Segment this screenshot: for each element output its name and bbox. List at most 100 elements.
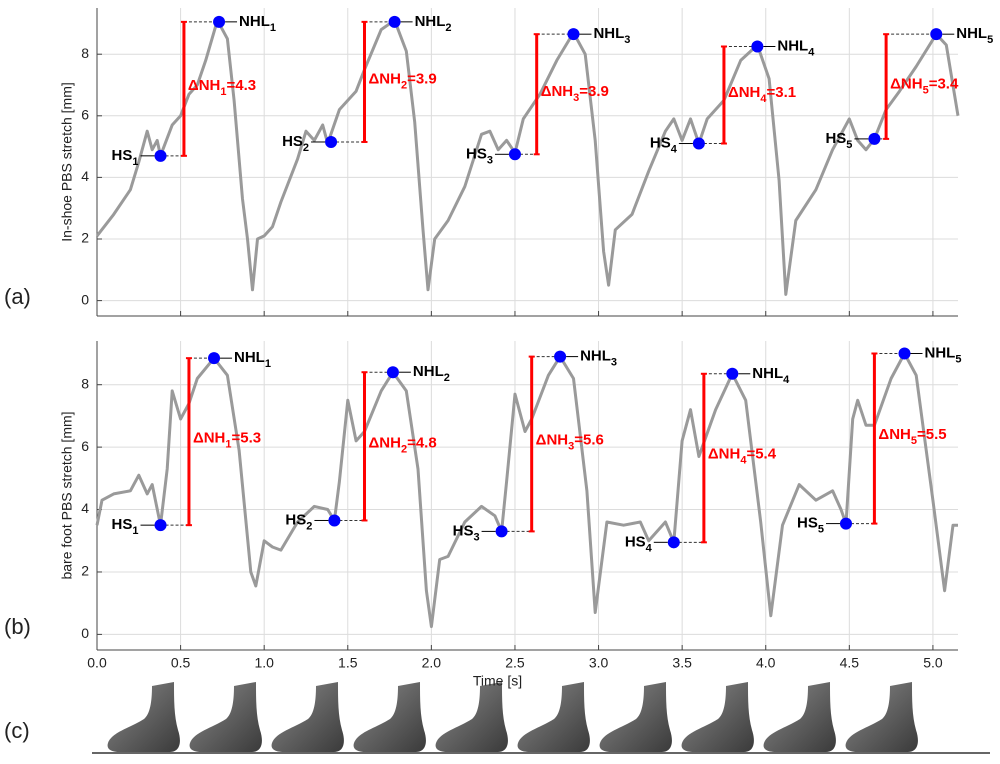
delta-label-part: 5 [923,84,929,96]
x-tick-label: 0.0 [87,655,107,671]
nhl-label-part: NHL [580,348,611,365]
nhl-label: NHL2 [413,363,450,384]
delta-label-part: =5.5 [917,426,947,443]
delta-label-part: ΔNH [890,75,922,92]
hs-marker [154,149,167,162]
delta-label-part: ΔNH [541,83,573,100]
nhl-label-part: NHL [925,344,956,361]
delta-label-part: ΔNH [368,70,400,87]
hs-label-part: HS [453,522,474,539]
hs-label-part: 2 [303,142,309,154]
y-tick-label: 2 [81,230,89,246]
delta-label: ΔNH1=4.3 [188,77,256,98]
delta-label-part: =5.3 [232,429,262,446]
nhl-label-part: NHL [239,13,270,30]
foot-images [92,682,990,754]
hs-label-part: HS [112,147,133,164]
delta-label: ΔNH2=3.9 [368,70,436,91]
delta-label: ΔNH3=3.9 [541,83,609,104]
hs-label-part: HS [825,130,846,147]
nhl-label-part: 5 [987,34,993,46]
delta-label: ΔNH5=5.5 [878,426,946,447]
delta-label: ΔNH4=5.4 [708,446,777,467]
nhl-label-part: NHL [413,363,444,380]
hs-marker [328,514,341,527]
x-tick-label: 3.0 [589,655,609,671]
y-tick-label: 0 [81,625,89,641]
hs-label-part: HS [650,134,671,151]
nhl-label-part: NHL [234,349,265,366]
nhl-label: NHL2 [415,13,452,34]
delta-label-part: ΔNH [536,431,568,448]
hs-label: HS2 [285,511,312,532]
nhl-label: NHL4 [752,365,790,386]
delta-label-part: 4 [740,455,747,467]
hs-marker [692,137,705,150]
delta-label: ΔNH2=4.8 [368,434,436,455]
panel-label: (a) [4,284,31,309]
hs-marker [325,135,338,148]
panel-label: (b) [4,614,31,639]
hs-label-part: HS [797,515,818,532]
hs-label-part: 2 [306,520,312,532]
hs-label-part: HS [112,516,133,533]
nhl-label-part: 2 [445,22,451,34]
hs-label: HS5 [825,130,852,151]
nhl-label-part: 1 [270,22,276,34]
hs-marker [154,519,167,532]
x-tick-label: 1.0 [254,655,274,671]
delta-label-part: ΔNH [878,426,910,443]
hs-marker [508,148,521,161]
hs-label-part: 4 [671,143,678,155]
nhl-label-part: 1 [265,358,271,370]
delta-label-part: ΔNH [193,429,225,446]
nhl-label: NHL4 [777,37,815,58]
nhl-label-part: 2 [444,372,450,384]
nhl-marker [386,366,399,379]
hs-label-part: 4 [646,542,653,554]
delta-label-part: =4.8 [407,434,437,451]
y-tick-label: 0 [81,291,89,307]
x-tick-label: 3.5 [672,655,692,671]
nhl-label-part: NHL [956,25,987,42]
delta-label-part: ΔNH [188,77,220,94]
nhl-marker [567,28,580,41]
y-tick-label: 8 [81,45,89,61]
x-tick-label: 4.0 [756,655,776,671]
nhl-label-part: 3 [611,357,617,369]
hs-label: HS3 [466,145,493,166]
delta-label-part: 2 [401,443,407,455]
x-tick-label: 2.5 [505,655,525,671]
hs-label-part: 1 [132,156,138,168]
nhl-label-part: NHL [777,37,808,54]
data-line [95,18,960,296]
panel-label: (c) [4,718,30,743]
hs-label-part: 5 [846,139,852,151]
delta-label: ΔNH3=5.6 [536,431,604,452]
nhl-marker [213,15,226,28]
nhl-label: NHL5 [956,25,993,46]
delta-label: ΔNH1=5.3 [193,429,261,450]
y-axis-label: In-shoe PBS stretch [mm] [59,82,75,242]
nhl-label-part: 5 [955,353,961,365]
hs-label: HS1 [112,147,139,168]
nhl-marker [726,367,739,380]
hs-label: HS3 [453,522,480,543]
hs-label-part: HS [466,145,487,162]
nhl-label: NHL3 [593,25,630,46]
nhl-marker [554,350,567,363]
hs-label: HS4 [650,134,678,155]
hs-marker [667,536,680,549]
delta-label-part: 3 [573,92,579,104]
hs-marker [495,525,508,538]
hs-label-part: 3 [487,154,493,166]
nhl-label: NHL1 [239,13,276,34]
nhl-label: NHL1 [234,349,271,370]
delta-label-part: =3.4 [929,75,959,92]
nhl-label-part: NHL [593,25,624,42]
hs-label: HS4 [625,533,653,554]
y-tick-label: 6 [81,438,89,454]
y-tick-label: 4 [81,500,89,516]
hs-label-part: 1 [132,525,138,537]
